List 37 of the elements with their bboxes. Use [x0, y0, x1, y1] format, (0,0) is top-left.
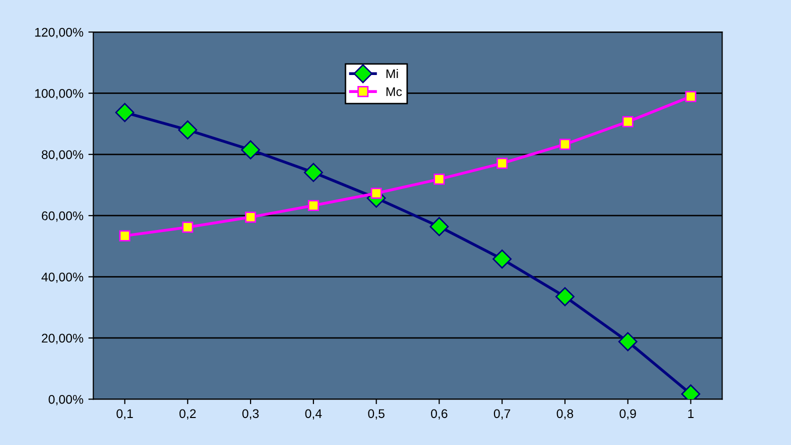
- point: [496, 158, 508, 169]
- legend-label: Mi: [386, 68, 398, 78]
- point: [622, 116, 634, 128]
- legend-label: Mc: [386, 87, 402, 96]
- x-tick-label: 0,1: [116, 409, 133, 420]
- x-tick-label: 0,8: [556, 409, 574, 420]
- x-tick-label: 0,7: [494, 409, 510, 420]
- point: [241, 140, 260, 160]
- point: [492, 250, 512, 269]
- y-tick-label: 100,00%: [35, 89, 84, 100]
- point: [430, 217, 449, 236]
- point: [308, 200, 319, 212]
- y-tick-label: 20,00%: [42, 334, 84, 344]
- x-tick-label: 0,2: [179, 409, 196, 420]
- point: [244, 212, 256, 223]
- x-tick-label: 0,3: [242, 409, 259, 420]
- point: [119, 230, 130, 242]
- y-tick-label: 60,00%: [42, 211, 84, 222]
- y-tick-label: 120,00%: [35, 28, 84, 38]
- point: [178, 120, 198, 140]
- x-tick-label: 1: [688, 409, 694, 418]
- point: [555, 287, 575, 306]
- point: [370, 188, 382, 199]
- y-tick-label: 40,00%: [42, 272, 84, 283]
- y-tick-label: 80,00%: [42, 150, 84, 161]
- point: [618, 332, 638, 352]
- x-tick-label: 0,4: [305, 409, 322, 420]
- point: [304, 162, 323, 182]
- x-tick-label: 0,9: [620, 409, 636, 420]
- point: [182, 222, 194, 233]
- point: [685, 91, 696, 102]
- point: [115, 102, 134, 122]
- point: [559, 138, 571, 150]
- x-tick-label: 0,6: [431, 409, 448, 420]
- x-tick-label: 0,5: [368, 409, 384, 420]
- point: [434, 174, 445, 185]
- y-tick-label: 0,00%: [48, 394, 84, 406]
